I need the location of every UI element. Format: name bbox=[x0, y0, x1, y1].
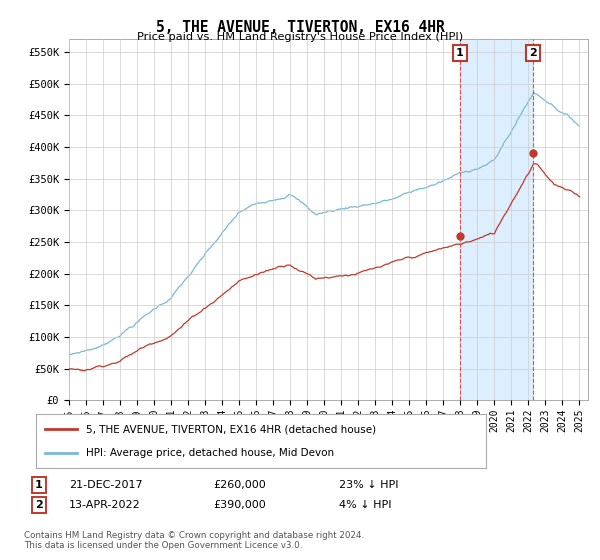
Text: 2: 2 bbox=[35, 500, 43, 510]
Text: 13-APR-2022: 13-APR-2022 bbox=[69, 500, 141, 510]
Text: 21-DEC-2017: 21-DEC-2017 bbox=[69, 480, 143, 490]
Text: 23% ↓ HPI: 23% ↓ HPI bbox=[339, 480, 398, 490]
Text: HPI: Average price, detached house, Mid Devon: HPI: Average price, detached house, Mid … bbox=[86, 447, 334, 458]
Text: 1: 1 bbox=[456, 48, 464, 58]
Text: Contains HM Land Registry data © Crown copyright and database right 2024.
This d: Contains HM Land Registry data © Crown c… bbox=[24, 531, 364, 550]
Text: £390,000: £390,000 bbox=[213, 500, 266, 510]
Text: 5, THE AVENUE, TIVERTON, EX16 4HR (detached house): 5, THE AVENUE, TIVERTON, EX16 4HR (detac… bbox=[86, 424, 376, 435]
Text: 1: 1 bbox=[35, 480, 43, 490]
Text: £260,000: £260,000 bbox=[213, 480, 266, 490]
Bar bbox=[460, 39, 533, 400]
Text: Price paid vs. HM Land Registry's House Price Index (HPI): Price paid vs. HM Land Registry's House … bbox=[137, 32, 463, 43]
Text: 4% ↓ HPI: 4% ↓ HPI bbox=[339, 500, 391, 510]
Text: 2: 2 bbox=[529, 48, 537, 58]
Text: 5, THE AVENUE, TIVERTON, EX16 4HR: 5, THE AVENUE, TIVERTON, EX16 4HR bbox=[155, 20, 445, 35]
